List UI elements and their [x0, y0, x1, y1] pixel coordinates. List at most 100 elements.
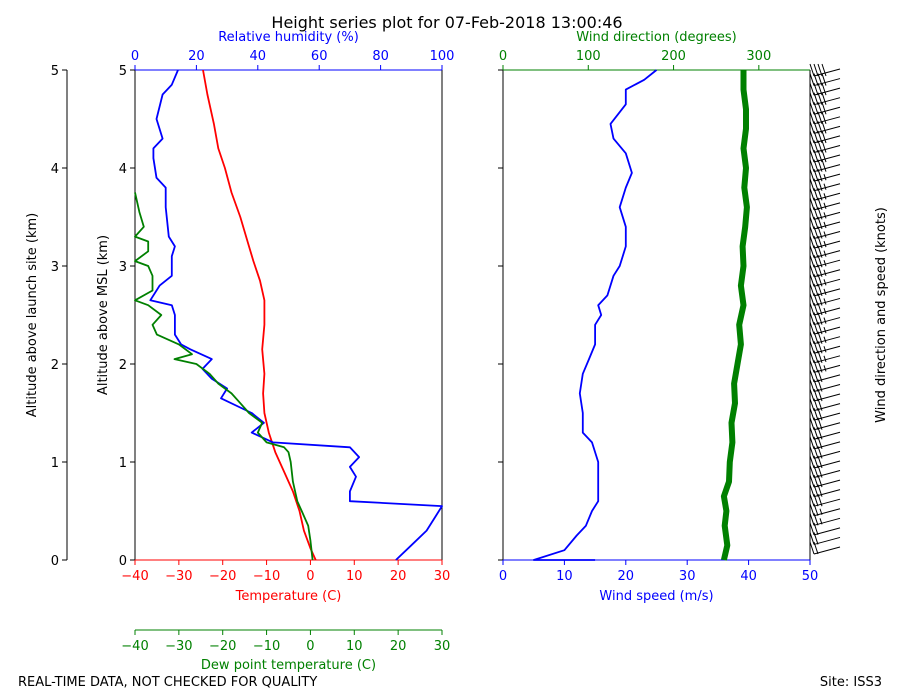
wind_speed-tick-label: 50 — [802, 569, 819, 584]
temperature-tick-label: −20 — [209, 569, 236, 584]
wind_dir-axis-label: Wind direction (degrees) — [576, 30, 736, 45]
dewpoint-tick-label: −30 — [165, 639, 192, 654]
humidity-tick-label: 20 — [188, 49, 205, 64]
wind-barb-flag — [817, 102, 823, 115]
wind-barb-flag — [817, 111, 823, 124]
temperature-tick-label: 0 — [306, 569, 314, 584]
wind-barb-flag — [817, 235, 823, 249]
wind-barb-flag — [817, 341, 823, 354]
wind-barb-flag — [817, 283, 823, 297]
wind-barb — [809, 341, 841, 354]
wind-barb-flag — [817, 178, 823, 191]
wind-barb-flag — [809, 417, 815, 430]
wind-barb-flag — [809, 360, 815, 373]
wind-barb-shaft — [813, 431, 841, 440]
wind-barb-flag — [817, 216, 823, 230]
wind-barb-flag — [809, 522, 815, 536]
wind-barb-flag — [817, 436, 823, 449]
altitude-msl-tick-label: 5 — [119, 64, 127, 79]
wind-barb-flag — [809, 178, 815, 191]
wind-barb-flag — [809, 541, 815, 555]
wind-barb — [809, 484, 841, 498]
wind-barb-half-flag — [823, 346, 827, 353]
wind-barb-shaft — [813, 78, 841, 87]
footer-quality-note: REAL-TIME DATA, NOT CHECKED FOR QUALITY — [18, 675, 317, 690]
wind_speed-tick-label: 40 — [740, 569, 757, 584]
altitude-msl-tick-label: 0 — [119, 554, 127, 569]
wind-barb-shaft — [813, 297, 841, 306]
wind-barb-shaft — [813, 269, 841, 278]
wind-barb-half-flag — [823, 269, 827, 276]
wind-barb-shaft — [813, 374, 841, 383]
wind-barb-shaft — [813, 202, 841, 211]
wind-barb-flag — [821, 159, 827, 172]
wind-barb-flag — [809, 149, 815, 163]
altitude-msl-axis: 0 1 2 3 4 5 Altitude above MSL (km) — [96, 64, 135, 569]
wind-barb-shaft — [813, 508, 841, 517]
wind-barb — [809, 302, 841, 316]
wind-barb-half-flag — [823, 183, 827, 190]
wind-barb-shaft — [813, 135, 841, 144]
wind_dir-axis: 0 100 200 300 Wind direction (degrees) — [499, 30, 810, 71]
altitude-msl-axis-label: Altitude above MSL (km) — [96, 235, 111, 395]
wind-barb-flag — [817, 63, 823, 77]
wind-barb-flag — [809, 159, 815, 172]
wind-barb-flag — [821, 149, 827, 163]
wind-barb-shaft — [813, 479, 841, 488]
wind-barb-flag — [809, 408, 815, 421]
humidity-tick-label: 60 — [311, 49, 328, 64]
wind-barb-flag — [809, 427, 815, 440]
wind-barb-half-flag — [823, 307, 827, 315]
humidity-axis-label: Relative humidity (%) — [218, 30, 359, 45]
wind-barb-flag — [817, 379, 823, 392]
altitude-launch-tick-label: 5 — [51, 64, 59, 79]
wind-barb-flag — [817, 169, 823, 182]
temperature-tick-label: −30 — [165, 569, 192, 584]
wind-barb-shaft — [813, 383, 841, 392]
wind-barb — [809, 197, 841, 211]
wind-barb-flag — [809, 245, 815, 258]
wind-barb-flag — [817, 321, 823, 335]
wind-barb-shaft — [813, 412, 841, 421]
wind-barb — [809, 274, 841, 287]
wind-barb — [809, 503, 841, 517]
wind-barb-half-flag — [823, 202, 827, 209]
wind-barb-half-flag — [823, 298, 827, 305]
wind-barb — [809, 63, 841, 77]
wind-barb-shaft — [813, 125, 841, 134]
wind-barb-shaft — [813, 221, 841, 230]
wind_dir-tick-label: 200 — [661, 49, 686, 64]
wind-barb-half-flag — [823, 174, 827, 181]
altitude-launch-tick-label: 1 — [51, 456, 59, 471]
humidity-tick-label: 80 — [372, 49, 389, 64]
wind-barb — [809, 226, 841, 240]
wind-barb-flag — [809, 130, 815, 144]
dewpoint-tick-label: 10 — [346, 639, 363, 654]
wind-barb-flag — [809, 274, 815, 287]
altitude-msl-tick-label: 4 — [119, 162, 127, 177]
wind-barb-flag — [809, 169, 815, 182]
dewpoint-axis-label: Dew point temperature (C) — [201, 658, 376, 673]
wind-barb-flag — [817, 73, 823, 86]
wind-barb-shaft — [813, 403, 841, 412]
temperature-tick-label: 10 — [346, 569, 363, 584]
wind-barb-flag — [821, 111, 827, 124]
wind-barb-flag — [809, 92, 815, 105]
wind-barb-flag — [809, 465, 815, 478]
wind-barb-flag — [809, 302, 815, 316]
wind-barb-half-flag — [823, 279, 827, 286]
wind-barb-half-flag — [823, 288, 827, 296]
dewpoint-tick-label: 0 — [306, 639, 314, 654]
wind-barb — [809, 436, 841, 450]
wind-barb-flag — [809, 264, 815, 277]
wind-barb-shaft — [813, 317, 841, 326]
humidity-axis: 0 20 40 60 80 100 Relative humidity (%) — [131, 30, 454, 71]
wind-barb-half-flag — [823, 240, 827, 248]
wind-barb-half-flag — [823, 326, 827, 334]
wind-barb-shaft — [813, 97, 841, 106]
wind-barb-flag — [821, 130, 827, 144]
wind-barb-shaft — [813, 517, 841, 526]
temperature-tick-label: −40 — [121, 569, 148, 584]
wind-barb-shaft — [813, 326, 841, 335]
wind-barb-flag — [809, 379, 815, 392]
